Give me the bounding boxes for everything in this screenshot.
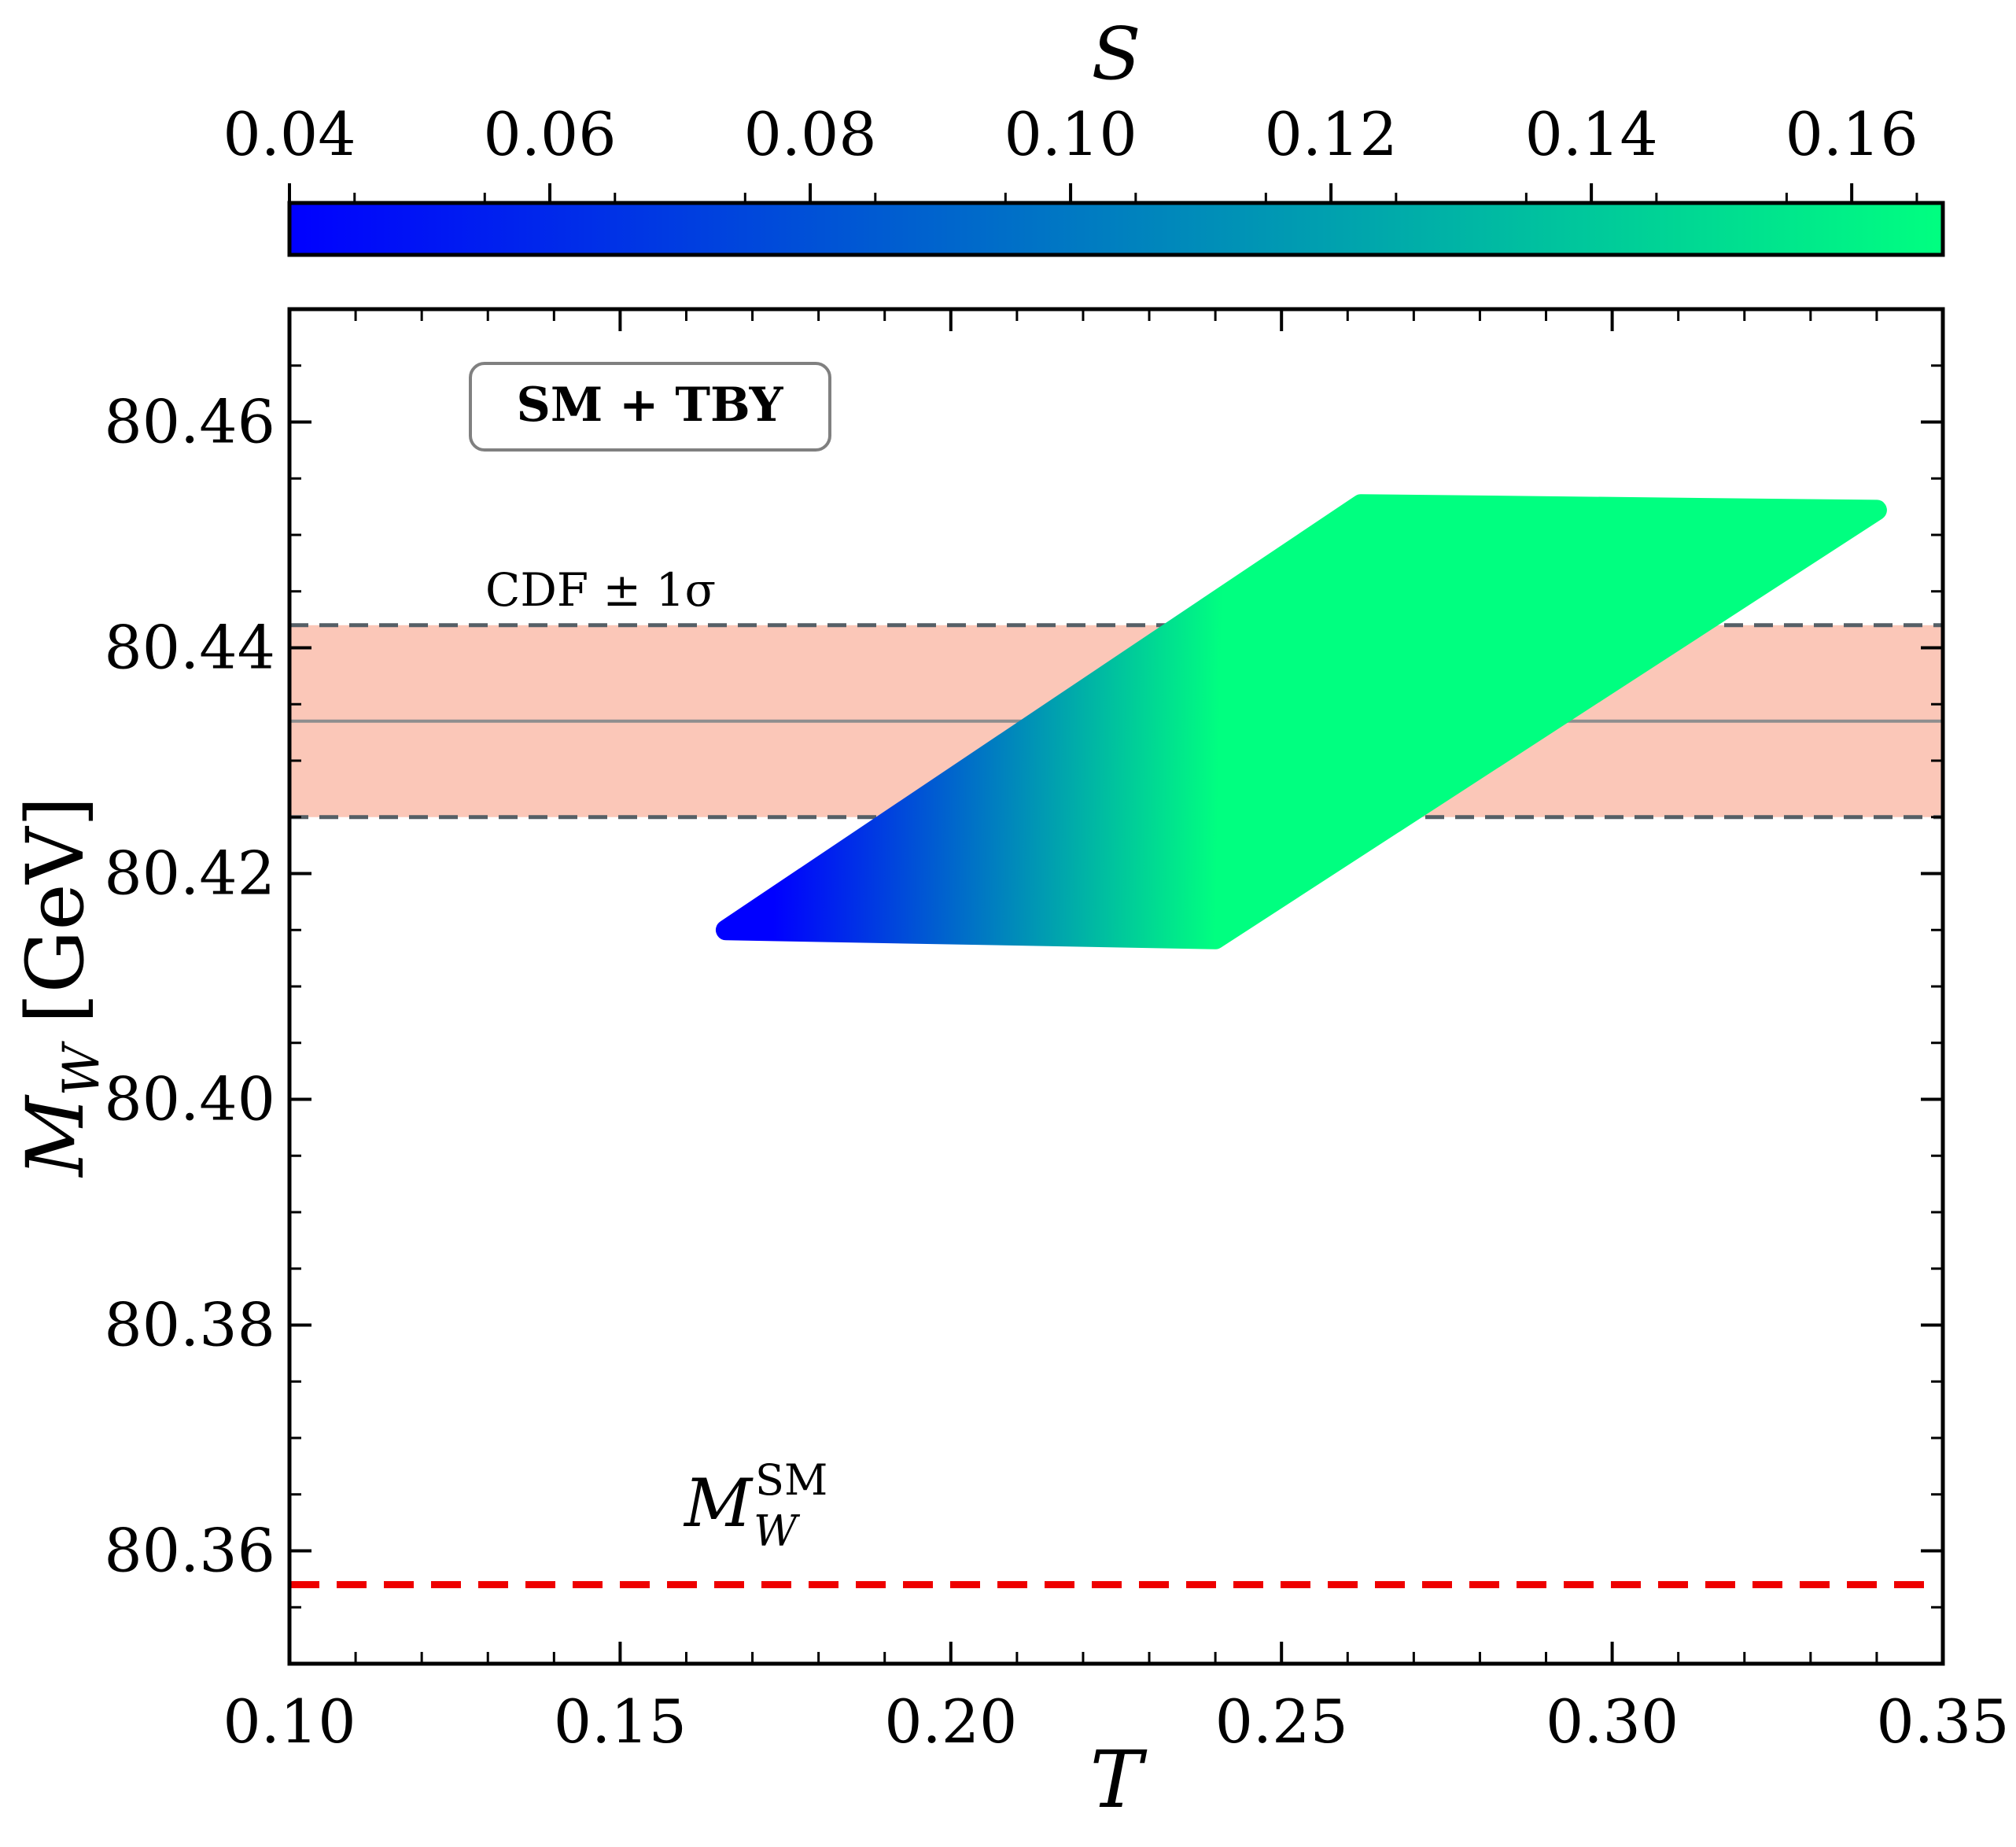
y-tick-label: 80.38: [104, 1290, 275, 1360]
svg-text:MSM: MSM: [683, 1455, 827, 1542]
colorbar-ticks: [288, 183, 1918, 203]
x-tick-label: 0.30: [1546, 1687, 1679, 1757]
colorbar-tick-label: 0.10: [1004, 99, 1137, 169]
x-tick-label: 0.15: [554, 1687, 687, 1757]
y-axis-label-sub: W: [53, 1040, 111, 1096]
colorbar-tick-label: 0.14: [1525, 99, 1658, 169]
y-axis-label-unit: [GeV]: [9, 796, 101, 1023]
y-tick-label: 80.44: [104, 613, 275, 683]
x-tick-label: 0.35: [1876, 1687, 2009, 1757]
x-tick-label: 0.25: [1215, 1687, 1348, 1757]
sm-label-sup: SM: [755, 1455, 827, 1505]
y-axis-label-main: M: [9, 1094, 101, 1178]
colorbar-tick-label: 0.12: [1264, 99, 1397, 169]
colorbar-tick-label: 0.06: [483, 99, 616, 169]
x-axis-tick-labels: 0.10 0.15 0.20 0.25 0.30 0.35: [223, 1687, 2009, 1757]
colorbar-label: S: [1091, 12, 1141, 96]
y-tick-label: 80.36: [104, 1516, 275, 1586]
model-label: SM + TBY: [517, 378, 784, 433]
sm-label-sub: W: [754, 1506, 801, 1556]
model-label-box: SM + TBY: [469, 362, 831, 452]
x-tick-label: 0.10: [223, 1687, 356, 1757]
x-axis-label: T: [1090, 1734, 1148, 1826]
x-tick-label: 0.20: [884, 1687, 1017, 1757]
colorbar-tick-label: 0.08: [743, 99, 876, 169]
colorbar-tick-label: 0.04: [223, 99, 356, 169]
y-axis-label: MW [GeV]: [9, 796, 111, 1178]
x-axis-ticks: [288, 309, 1944, 1664]
sm-label-main: M: [683, 1465, 754, 1542]
colorbar-tick-labels: 0.04 0.06 0.08 0.10 0.12 0.14 0.16: [223, 99, 1918, 169]
colorbar-tick-label: 0.16: [1786, 99, 1918, 169]
scan-region: [715, 494, 1887, 949]
sm-label: MSM W: [683, 1455, 827, 1556]
y-tick-label: 80.40: [104, 1064, 275, 1134]
cdf-label: CDF ± 1σ: [485, 563, 716, 617]
colorbar: S 0.04 0.06 0.08 0.10 0.12 0.14 0.16: [223, 12, 1945, 257]
colorbar-bar: [287, 201, 1945, 257]
y-tick-label: 80.42: [104, 839, 275, 909]
y-axis-tick-labels: 80.36 80.38 80.40 80.42 80.44 80.46: [104, 387, 275, 1586]
y-tick-label: 80.46: [104, 387, 275, 457]
svg-text:MW[GeV]: MW [GeV]: [9, 796, 111, 1178]
plot-area: CDF ± 1σ MSM W SM + TBY 0.10 0.15 0.20 0.25…: [104, 307, 2010, 1757]
y-axis-ticks: [289, 308, 1943, 1665]
